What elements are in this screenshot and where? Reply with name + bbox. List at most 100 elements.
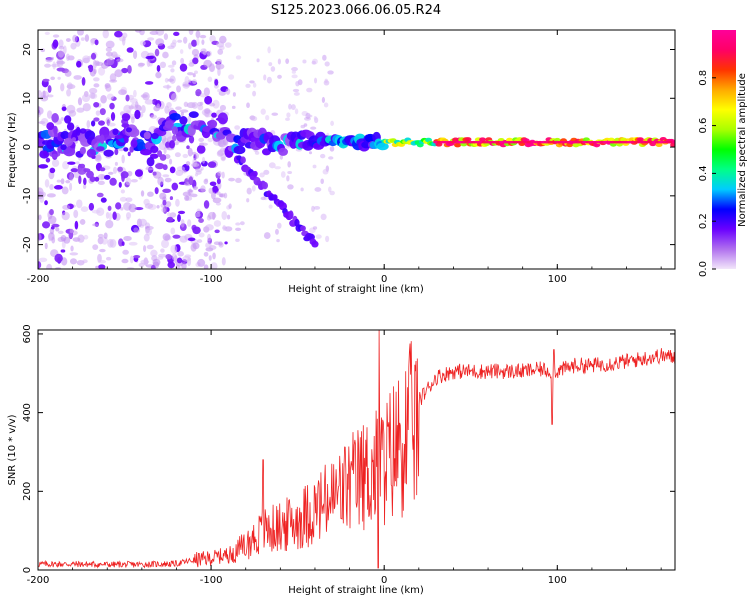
- noise-blob: [167, 212, 171, 217]
- noise-blob: [116, 58, 124, 63]
- noise-blob: [123, 235, 132, 241]
- noise-blob: [112, 211, 117, 220]
- noise-blob: [54, 253, 63, 263]
- noise-blob: [324, 61, 330, 67]
- band-blob: [130, 139, 138, 148]
- noise-blob: [122, 32, 128, 39]
- noise-blob: [277, 74, 282, 79]
- noise-blob: [174, 152, 181, 158]
- noise-blob: [107, 205, 112, 211]
- y-tick-label: 0: [22, 144, 33, 150]
- band-blob: [188, 111, 199, 118]
- band-blob: [670, 142, 675, 148]
- noise-blob: [159, 61, 167, 69]
- noise-blob: [114, 30, 123, 38]
- noise-blob: [133, 89, 137, 98]
- noise-blob: [65, 53, 70, 61]
- band-blob: [94, 176, 100, 182]
- noise-blob: [170, 68, 175, 73]
- noise-blob: [182, 153, 189, 159]
- noise-blob: [207, 76, 213, 83]
- noise-blob: [192, 79, 197, 85]
- spectrogram-x-ticks: -200 -100 0 100: [27, 30, 662, 285]
- noise-blob: [69, 228, 74, 234]
- noise-blob: [184, 195, 190, 201]
- noise-blob: [94, 39, 99, 46]
- noise-blob: [180, 57, 185, 65]
- noise-blob: [93, 77, 100, 82]
- noise-blob: [192, 157, 197, 167]
- band-blob: [77, 166, 87, 175]
- noise-blob: [128, 241, 138, 246]
- noise-blob: [175, 169, 184, 177]
- y-tick-label: 10: [22, 92, 33, 105]
- noise-blob: [38, 106, 44, 115]
- noise-blob: [105, 256, 112, 261]
- noise-blob: [110, 112, 116, 121]
- colorbar-tick-label: 0.4: [698, 165, 709, 181]
- noise-blob: [210, 262, 218, 269]
- snr-frame: [37, 329, 676, 571]
- noise-blob: [228, 203, 232, 209]
- noise-blob: [72, 34, 78, 43]
- noise-blob: [187, 72, 194, 76]
- noise-blob: [108, 212, 112, 221]
- noise-blob: [271, 112, 279, 116]
- noise-blob: [60, 249, 66, 253]
- noise-blob: [291, 70, 297, 74]
- band-blob: [93, 117, 100, 122]
- band-blob: [454, 142, 462, 148]
- noise-blob: [268, 204, 273, 209]
- noise-blob: [46, 193, 56, 198]
- noise-blob: [210, 191, 216, 200]
- noise-blob: [201, 39, 205, 45]
- noise-blob: [187, 147, 193, 157]
- noise-blob: [199, 34, 207, 39]
- noise-blob: [315, 234, 322, 239]
- noise-blob: [172, 234, 181, 239]
- noise-blob: [216, 191, 221, 195]
- noise-blob: [268, 162, 276, 169]
- noise-blob: [177, 214, 181, 223]
- noise-blob: [196, 37, 200, 46]
- noise-blob: [196, 208, 201, 214]
- y-tick-label: -20: [22, 236, 33, 252]
- noise-blob: [95, 265, 99, 269]
- noise-blob: [203, 264, 209, 269]
- noise-blob: [100, 95, 107, 104]
- noise-blob: [95, 110, 101, 116]
- noise-blob: [169, 212, 177, 218]
- branch-blob: [288, 210, 294, 220]
- branch-blob: [240, 156, 246, 164]
- noise-blob: [133, 50, 138, 60]
- noise-blob: [224, 241, 228, 245]
- noise-blob: [221, 171, 225, 179]
- noise-blob: [217, 139, 225, 147]
- noise-blob: [66, 82, 73, 90]
- band-blob: [75, 126, 81, 136]
- noise-blob: [204, 95, 213, 105]
- noise-blob: [311, 205, 315, 212]
- noise-blob: [169, 196, 174, 201]
- noise-blob: [134, 206, 144, 211]
- noise-blob: [165, 253, 172, 260]
- noise-blob: [177, 251, 184, 257]
- noise-blob: [207, 50, 212, 57]
- noise-blob: [56, 60, 66, 65]
- band-blob: [114, 134, 123, 139]
- noise-blob: [109, 73, 117, 82]
- noise-blob: [197, 101, 203, 107]
- noise-blob: [263, 169, 270, 175]
- noise-blob: [188, 62, 195, 67]
- noise-blob: [324, 78, 328, 84]
- noise-blob: [40, 48, 45, 53]
- noise-blob: [58, 45, 65, 50]
- noise-blob: [170, 227, 176, 235]
- noise-blob: [121, 241, 125, 246]
- noise-blob: [203, 178, 209, 185]
- noise-blob: [150, 114, 157, 119]
- noise-blob: [231, 105, 236, 110]
- noise-blob: [162, 51, 169, 59]
- branch-blob: [252, 170, 258, 177]
- noise-blob: [46, 110, 53, 119]
